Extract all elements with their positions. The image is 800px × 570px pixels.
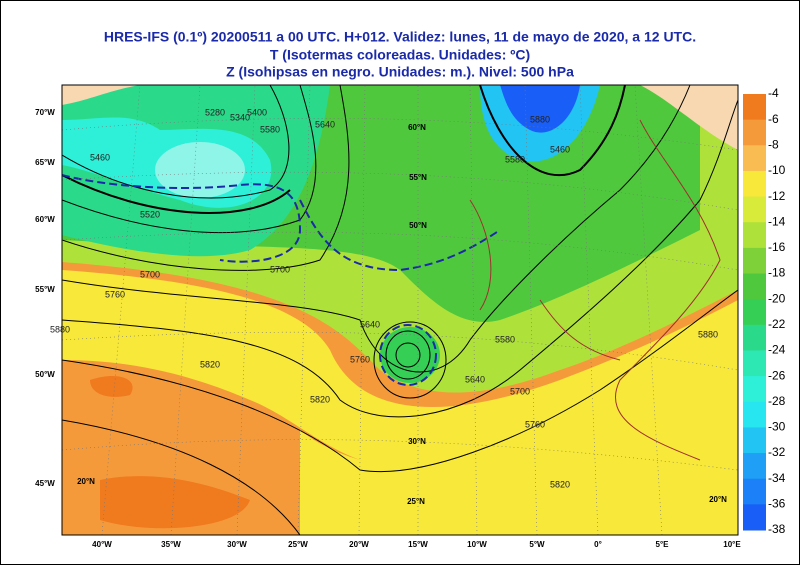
- colorbar-cell: [743, 401, 766, 428]
- lat-label: 65°W: [35, 158, 55, 167]
- grid-label: 30°N: [408, 437, 426, 446]
- colorbar-label: -26: [768, 368, 786, 382]
- colorbar-label: -28: [768, 394, 786, 408]
- contour-label: 5460: [90, 152, 110, 162]
- grid-label: 25°N: [407, 497, 425, 506]
- lat-label: 70°W: [35, 108, 55, 117]
- map-border: [61, 84, 739, 536]
- lat-label: 50°W: [35, 370, 55, 379]
- lon-label: 5°W: [529, 540, 545, 549]
- colorbar-cell: [743, 350, 766, 377]
- lat-label: 60°W: [35, 215, 55, 224]
- lon-label: 0°: [594, 540, 602, 549]
- title: HRES-IFS (0.1º) 20200511 a 00 UTC. H+012…: [104, 29, 696, 45]
- contour-label: 5280: [205, 107, 225, 117]
- grid-label: 20°N: [77, 477, 95, 486]
- grid-label: 55°N: [409, 173, 427, 182]
- contour-label: 5520: [140, 209, 160, 219]
- colorbar-cell: [743, 119, 766, 146]
- contour-label: 5640: [360, 319, 380, 329]
- contour-label: 5580: [260, 124, 280, 134]
- contour-label: 5820: [310, 394, 330, 404]
- lon-label: 40°W: [92, 540, 112, 549]
- colorbar-label: -8: [768, 137, 779, 151]
- contour-label: 5460: [550, 144, 570, 154]
- contour-label: 5640: [465, 374, 485, 384]
- lon-label: 25°W: [288, 540, 308, 549]
- colorbar-label: -30: [768, 420, 786, 434]
- contour-label: 5580: [495, 334, 515, 344]
- colorbar-label: -20: [768, 291, 786, 305]
- colorbar-cell: [743, 170, 766, 198]
- contour-label: 5820: [550, 479, 570, 489]
- lon-label: 10°W: [467, 540, 487, 549]
- colorbar-label: -16: [768, 240, 786, 254]
- contour-label: 5700: [270, 264, 290, 274]
- grid-label: 60°N: [408, 123, 426, 132]
- colorbar-label: -18: [768, 266, 786, 280]
- lon-label: 20°W: [349, 540, 369, 549]
- contour-label: 5580: [505, 154, 525, 164]
- lon-label: 15°W: [408, 540, 428, 549]
- contour-label: 5640: [315, 119, 335, 129]
- colorbar-cell: [743, 478, 766, 505]
- colorbar-label: -6: [768, 112, 779, 126]
- subtitle: Z (Isohipsas en negro. Unidades: m.). Ni…: [226, 64, 574, 80]
- contour-label: 5820: [200, 359, 220, 369]
- colorbar-cell: [743, 145, 766, 172]
- grid-label: 20°N: [709, 495, 727, 504]
- contour-label: 5880: [50, 324, 70, 334]
- subtitle: T (Isotermas coloreadas. Unidades: ºC): [270, 47, 530, 63]
- colorbar-label: -10: [768, 163, 786, 177]
- contour-label: 5760: [105, 289, 125, 299]
- colorbar-cell: [743, 453, 766, 480]
- colorbar-cell: [743, 247, 766, 275]
- contour-label: 5700: [510, 386, 530, 396]
- contour-label: 5400: [247, 107, 267, 117]
- contour-label: 5880: [698, 329, 718, 339]
- contour-label: 5880: [530, 114, 550, 124]
- lon-label: 5°E: [656, 540, 670, 549]
- colorbar-label: -12: [768, 189, 786, 203]
- contour-label: 5340: [230, 112, 250, 122]
- colorbar-label: -4: [768, 86, 779, 100]
- colorbar-cell: [743, 504, 766, 531]
- colorbar-cell: [743, 427, 766, 454]
- lon-label: 30°W: [227, 540, 247, 549]
- colorbar-label: -32: [768, 445, 786, 459]
- lon-label: 10°E: [723, 540, 741, 549]
- colorbar-label: -14: [768, 214, 786, 228]
- lat-label: 55°W: [35, 285, 55, 294]
- colorbar-cell: [743, 196, 766, 223]
- colorbar-cell: [743, 324, 766, 351]
- lon-label: 35°W: [161, 540, 181, 549]
- colorbar-cell: [743, 299, 766, 326]
- contour-label: 5760: [350, 354, 370, 364]
- colorbar-cell: [743, 376, 766, 403]
- colorbar-label: -38: [768, 522, 786, 536]
- colorbar-label: -24: [768, 343, 786, 357]
- contour-label: 5760: [525, 419, 545, 429]
- colorbar-label: -34: [768, 471, 786, 485]
- lat-label: 45°W: [35, 479, 55, 488]
- colorbar-cell: [743, 222, 766, 249]
- map: [62, 85, 738, 535]
- grid-label: 50°N: [409, 221, 427, 230]
- colorbar-label: -22: [768, 317, 786, 331]
- colorbar-cell: [743, 94, 766, 121]
- colorbar-label: -36: [768, 497, 786, 511]
- contour-label: 5700: [140, 269, 160, 279]
- colorbar-cell: [743, 273, 766, 300]
